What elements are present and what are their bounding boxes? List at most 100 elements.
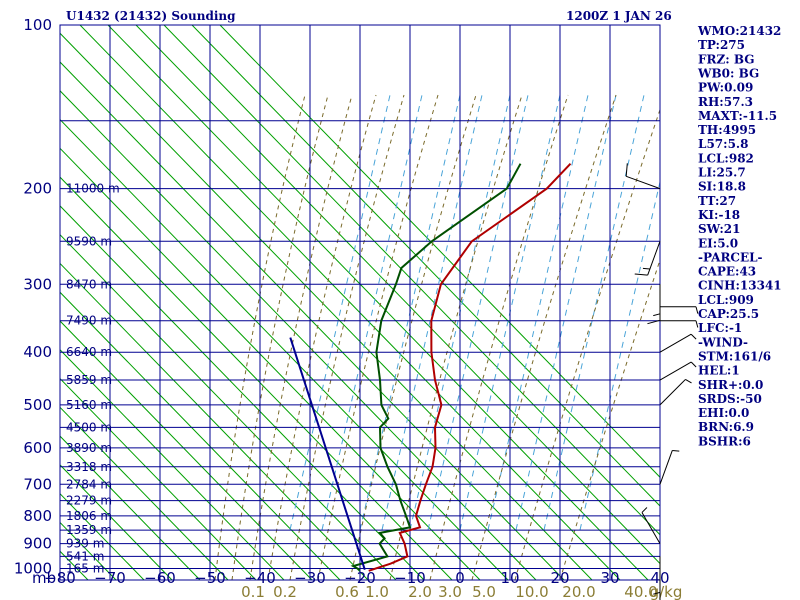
temperature-tick-label: −10 [394, 569, 426, 587]
mixing-ratio-line [321, 94, 423, 531]
wind-barb-flag [690, 361, 697, 368]
temperature-tick-label: −80 [44, 569, 76, 587]
height-label: 3890 m [66, 441, 112, 455]
height-label: 2784 m [66, 477, 112, 491]
wind-barb-flag [695, 320, 699, 328]
mixing-ratio-line [543, 94, 645, 531]
index-line: CAP:25.5 [698, 307, 759, 321]
moist-adiabat-line [559, 258, 660, 580]
temperature-tick-label: −30 [294, 569, 326, 587]
dry-adiabat-line [60, 579, 61, 580]
pressure-tick-label: 700 [23, 475, 52, 493]
dewpoint-trace [350, 163, 522, 571]
wind-barb [634, 241, 661, 276]
wind-barb-staff [647, 241, 661, 276]
chart-datetime: 1200Z 1 JAN 26 [566, 9, 672, 23]
wind-barb [647, 284, 661, 325]
height-label: 5160 m [66, 398, 112, 412]
height-label: 4500 m [66, 420, 112, 434]
moist-adiabat-line [514, 108, 660, 580]
dry-adiabat-line [79, 25, 621, 580]
height-label: 2279 m [66, 494, 112, 508]
height-label: 6640 m [66, 345, 112, 359]
wind-barb-flag [695, 306, 699, 314]
index-line: STM:161/6 [698, 349, 771, 363]
height-label: 7490 m [66, 314, 112, 328]
dry-adiabat-line [60, 320, 313, 580]
mixing-ratio-label: 1.0 [365, 583, 389, 600]
pressure-tick-label: 500 [23, 396, 52, 414]
index-line: SRDS:-50 [698, 392, 762, 406]
index-line: LI:25.7 [698, 166, 746, 180]
chart-title: U1432 (21432) Sounding [66, 9, 236, 23]
mixing-ratio-line [515, 94, 617, 531]
moist-adiabat-line [389, 94, 523, 580]
index-line: WMO:21432 [697, 24, 781, 38]
wind-barb [659, 568, 661, 600]
moist-adiabat-line [249, 94, 353, 580]
temperature-tick-label: 0 [455, 569, 465, 587]
wind-barb-flag [690, 333, 697, 340]
pressure-tick-label: 1000 [14, 559, 52, 577]
index-line: TT:27 [698, 194, 736, 208]
moist-adiabat-line [231, 94, 329, 580]
pressure-tick-label: 100 [23, 16, 52, 34]
mixing-ratio-label: g/kg [650, 583, 683, 600]
index-line: SW:21 [698, 222, 740, 236]
index-line: WB0: BG [697, 66, 759, 80]
temperature-trace [368, 163, 572, 572]
wind-barb-flag [672, 449, 680, 452]
temperature-tick-label: −70 [94, 569, 126, 587]
wind-barb [659, 361, 697, 381]
mixing-ratio-line [381, 94, 483, 531]
moist-adiabat-line [349, 94, 477, 580]
wind-barb [660, 306, 699, 314]
index-line: L57:5.8 [698, 137, 748, 151]
pressure-tick-label: 300 [23, 275, 52, 293]
mixing-ratio-label: 2.0 [408, 583, 432, 600]
mixing-ratio-line [427, 94, 529, 531]
pressure-unit-label: mb [32, 569, 56, 587]
moist-adiabat-line [429, 94, 569, 580]
index-line: LCL:982 [698, 151, 754, 165]
temperature-tick-label: −60 [144, 569, 176, 587]
wind-barb-staff [626, 175, 661, 190]
index-line: CAPE:43 [698, 265, 756, 279]
temperature-tick-label: 30 [600, 569, 619, 587]
wind-barb-staff [659, 379, 686, 406]
pressure-tick-label: 400 [23, 343, 52, 361]
dry-adiabat-line [60, 377, 257, 580]
moist-adiabat-line [289, 94, 405, 580]
wind-barb [660, 320, 699, 328]
height-label: 1359 m [66, 523, 112, 537]
wind-barb-staff [659, 333, 692, 353]
index-line: KI:-18 [698, 208, 740, 222]
height-label: 9590 m [66, 234, 112, 248]
pressure-tick-label: 900 [23, 535, 52, 553]
wind-barb [659, 449, 680, 485]
index-line: -WIND- [698, 335, 748, 349]
index-line: -PARCEL- [698, 250, 763, 264]
mixing-ratio-label: 5.0 [472, 583, 496, 600]
height-label: 165 m [66, 561, 104, 575]
index-line: TP:275 [698, 38, 745, 52]
index-line: SI:18.8 [698, 180, 746, 194]
wind-barb-staff [659, 361, 692, 381]
dry-adiabat-line [60, 406, 229, 580]
wind-barb-flag [634, 273, 648, 276]
index-line: FRZ: BG [698, 52, 754, 66]
wind-barb-staff [659, 450, 673, 485]
dry-adiabat-line [135, 25, 660, 565]
wind-barb [625, 163, 661, 190]
dry-adiabat-line [60, 349, 285, 580]
dry-adiabat-line [60, 233, 397, 580]
wind-barb [659, 333, 697, 353]
index-line: EI:5.0 [698, 236, 738, 250]
dry-adiabat-line [60, 464, 173, 580]
index-line: MAXT:-11.5 [698, 109, 777, 123]
index-line: LCL:909 [698, 293, 754, 307]
temperature-tick-label: 10 [500, 569, 519, 587]
temperature-tick-label: −50 [194, 569, 226, 587]
